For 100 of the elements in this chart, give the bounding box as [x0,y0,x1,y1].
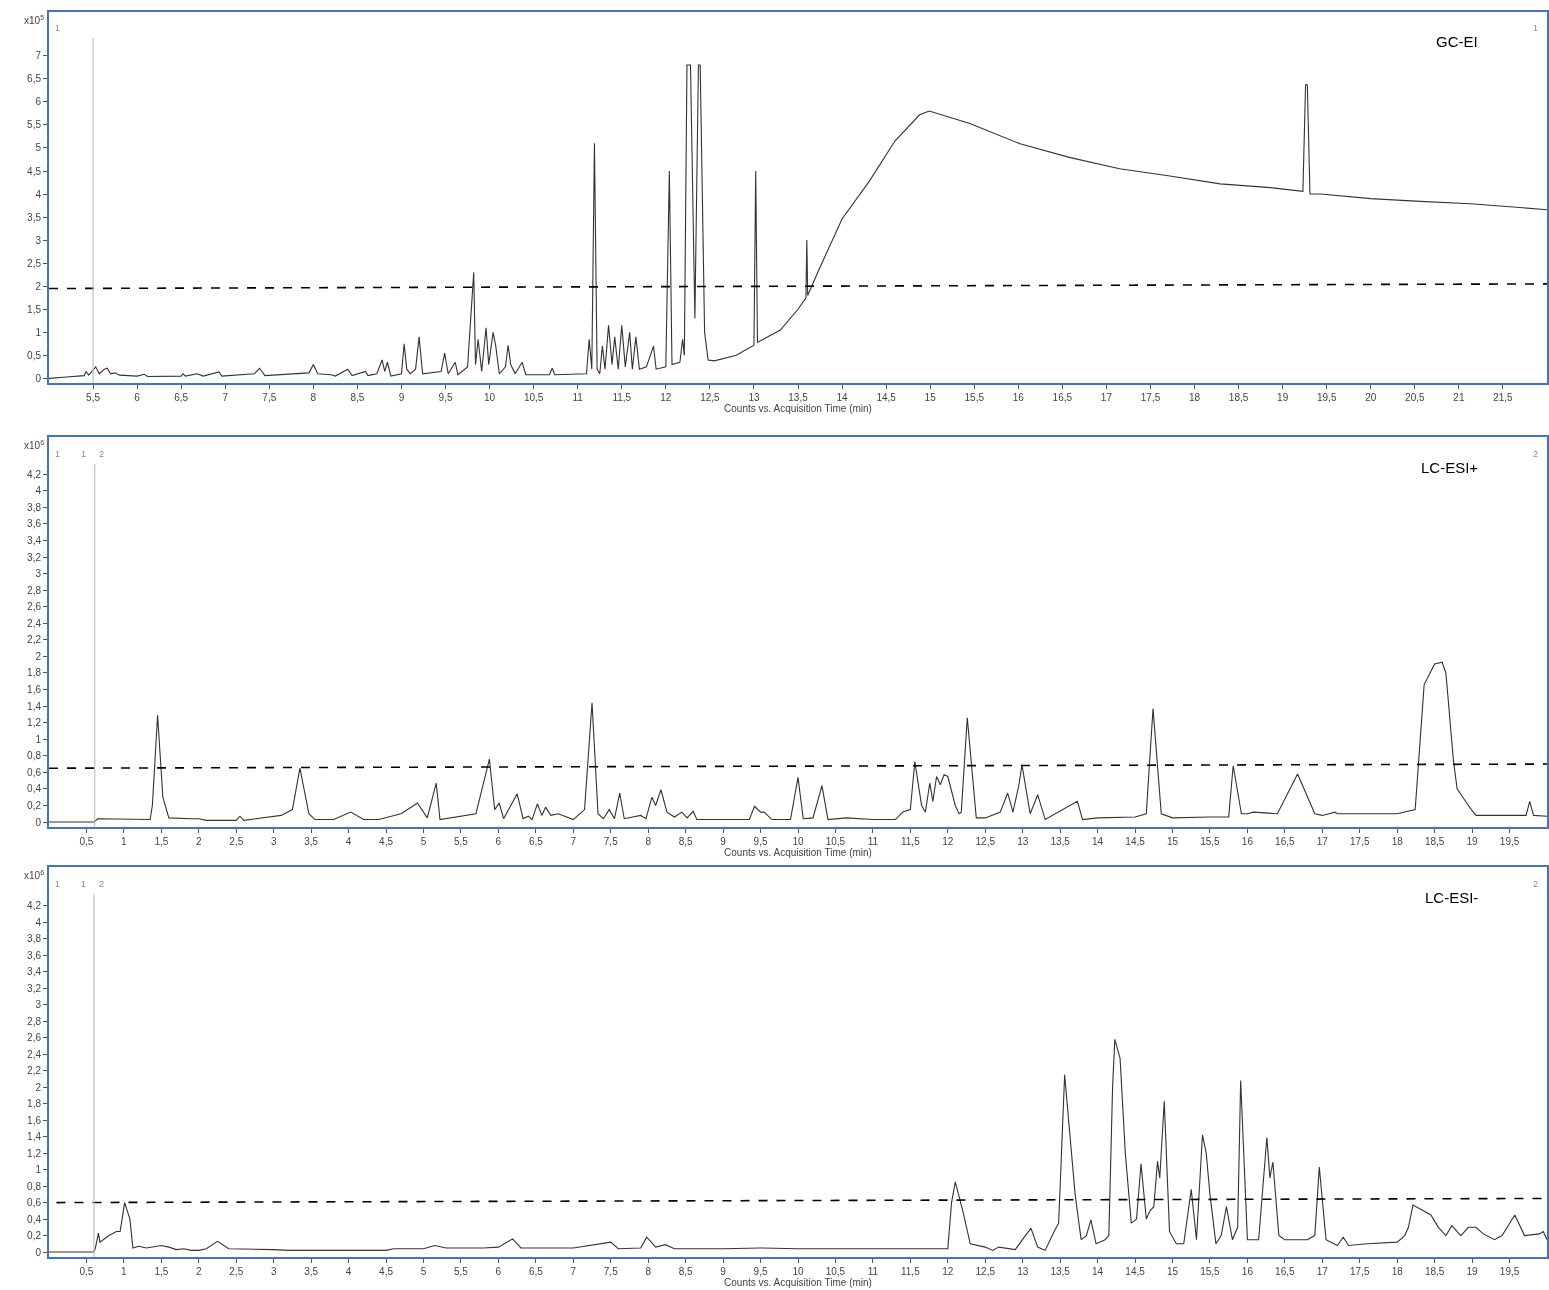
annotation: 2 [99,449,105,459]
y-tick-label: 2 [35,1081,42,1093]
annotation: 1 [1533,23,1539,33]
line-series [49,1038,1547,1253]
y-tick-label: 0 [35,372,42,384]
y-tick-label: 0,4 [27,783,42,795]
x-tick-label: 13 [1017,1266,1029,1277]
x-tick-label: 3 [270,836,277,847]
annotation: 1 [55,449,61,459]
x-tick-label: 9,5 [753,836,768,847]
x-tick-label: 6 [134,392,141,403]
y-axis-title: x10$^{6}$ [24,439,45,452]
x-tick-label: 17 [1316,1266,1329,1277]
text: GC-EI [1436,33,1478,50]
x-tick-label: 8,5 [678,1266,694,1277]
y-tick-label: 3,5 [27,211,42,223]
x-tick-label: 18 [1188,392,1201,403]
x-tick-label: 19,5 [1499,836,1520,847]
x-tick-label: 9 [720,1266,727,1277]
y-tick-label: 0,2 [27,1230,42,1242]
y-tick-label: 2,4 [27,617,42,629]
x-tick-label: 16 [1241,836,1254,847]
x-tick-label: 7,5 [603,1266,619,1277]
x-tick-label: 12,5 [975,836,996,847]
x-tick-label: 5 [420,836,427,847]
x-tick-label: 7 [570,1266,577,1277]
x-tick-label: 7 [570,836,577,847]
x-tick-label: 12,5 [975,1266,996,1277]
x-tick-label: 11,5 [612,392,632,403]
y-tick-label: 5,5 [27,119,42,131]
y-axis-title: x10$^{6}$ [24,869,45,882]
x-tick-label: 14,5 [876,392,897,403]
x-tick-label: 6,5 [528,1266,544,1277]
x-tick-label: 8 [310,392,317,403]
x-tick-label: 8,5 [678,836,694,847]
y-tick-label: 2 [35,650,42,662]
y-tick-label: 7 [35,50,42,62]
y-tick-label: 4 [35,916,42,928]
x-tick-label: 19 [1466,1266,1479,1277]
y-tick-label: 3 [35,568,42,580]
x-axis-title: Counts vs. Acquisition Time (min) [724,403,872,414]
y-tick-label: 0,8 [27,1180,42,1192]
x-tick-label: 14 [1092,836,1104,847]
x-tick-label: 8 [645,1266,652,1277]
x-tick-label: 12 [942,836,954,847]
x-tick-label: 16,5 [1275,1266,1296,1277]
y-tick-label: 3,8 [27,933,42,945]
x-tick-label: 18,5 [1424,836,1445,847]
x-tick-label: 10 [792,836,804,847]
x-tick-label: 14,5 [1125,836,1146,847]
y-tick-label: 3,6 [27,949,42,961]
x-tick-label: 18 [1391,836,1404,847]
x-tick-label: 10,5 [825,1266,846,1277]
x-tick-label: 2 [196,836,203,847]
y-tick-label: 2,4 [27,1048,42,1060]
x-tick-label: 17 [1100,392,1113,403]
y-axis-title: x10$^{5}$ [24,14,45,27]
x-tick-label: 15,5 [964,392,985,403]
x-tick-label: 14 [1092,1266,1104,1277]
y-tick-label: 1 [35,733,42,745]
y-tick-label: 2 [35,280,42,292]
x-tick-label: 0,5 [79,836,94,847]
y-tick-label: 1,4 [27,700,42,712]
y-tick-label: 3 [35,234,42,246]
x-tick-label: 11 [867,836,879,847]
y-tick-label: 2,6 [27,601,42,613]
line-series [49,64,1547,379]
y-tick-label: 0 [35,1246,42,1258]
y-tick-label: 2,2 [27,634,42,646]
x-tick-label: 8,5 [350,392,365,403]
x-tick-label: 8 [645,836,652,847]
x-tick-label: 10 [792,1266,804,1277]
y-tick-label: 1,2 [27,1147,42,1159]
x-tick-label: 6,5 [528,836,544,847]
x-tick-label: 16 [1241,1266,1254,1277]
y-tick-label: 0,8 [27,750,42,762]
y-tick-label: 0 [35,816,42,828]
y-tick-label: 4,2 [27,900,42,912]
x-tick-label: 9 [398,392,405,403]
x-tick-label: 18,5 [1228,392,1249,403]
y-tick-label: 3,4 [27,966,42,978]
x-tick-label: 12 [942,1266,954,1277]
x-axis-title: Counts vs. Acquisition Time (min) [724,1277,872,1288]
x-tick-label: 13 [1017,836,1029,847]
x-tick-label: 20,5 [1405,392,1425,403]
y-tick-label: 6,5 [27,73,42,85]
x-tick-label: 6 [495,836,502,847]
x-tick-label: 13,5 [1050,1266,1071,1277]
x-tick-label: 12,5 [700,392,721,403]
y-tick-label: 3,8 [27,501,42,513]
x-tick-label: 9 [720,836,727,847]
y-tick-label: 0,4 [27,1213,42,1225]
y-tick-label: 4,5 [27,165,42,177]
x-tick-label: 4 [345,1266,352,1277]
x-tick-label: 14,5 [1125,1266,1146,1277]
annotation: 2 [1533,449,1539,459]
y-tick-label: 2,5 [27,257,42,269]
y-tick-label: 2,6 [27,1032,42,1044]
x-tick-label: 18 [1391,1266,1404,1277]
y-tick-label: 1,5 [27,303,42,315]
